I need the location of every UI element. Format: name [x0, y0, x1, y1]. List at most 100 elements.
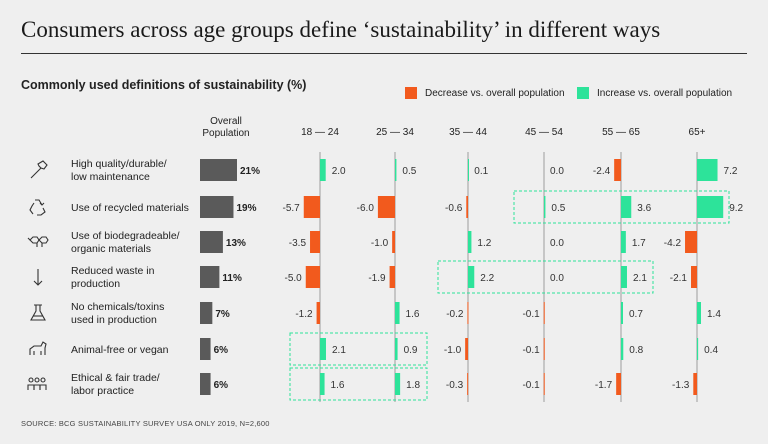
- deviation-value-label: 1.6: [331, 380, 345, 391]
- category-label: labor practice: [71, 385, 134, 397]
- deviation-bar: [468, 231, 472, 253]
- category-label: Animal-free or vegan: [71, 344, 169, 356]
- deviation-value-label: 0.0: [550, 166, 564, 177]
- deviation-bar: [616, 373, 621, 395]
- deviation-value-label: 1.8: [406, 380, 420, 391]
- deviation-value-label: -1.0: [444, 345, 462, 356]
- deviation-value-label: -6.0: [357, 203, 375, 214]
- deviation-value-label: 0.8: [629, 345, 643, 356]
- deviation-bar: [468, 266, 475, 288]
- chart-subtitle: Commonly used definitions of sustainabil…: [21, 78, 307, 92]
- age-group-header: 18 — 24: [301, 127, 339, 138]
- legend-increase-label: Increase vs. overall population: [597, 87, 733, 99]
- category-label: organic materials: [71, 243, 151, 255]
- flask-icon: [30, 304, 46, 321]
- deviation-value-label: 0.0: [550, 273, 564, 284]
- category-label: Reduced waste in: [71, 265, 155, 277]
- category-label: Use of recycled materials: [71, 202, 189, 214]
- deviation-bar: [395, 302, 400, 324]
- deviation-bar: [621, 231, 626, 253]
- deviation-value-label: 0.5: [551, 203, 565, 214]
- overall-value-label: 6%: [214, 380, 229, 391]
- deviation-bar: [320, 373, 325, 395]
- arrow-down-icon: [33, 269, 43, 286]
- deviation-bar: [377, 196, 395, 218]
- deviation-bar: [389, 266, 395, 288]
- deviation-bar: [697, 302, 701, 324]
- deviation-bar: [467, 373, 469, 395]
- deviation-value-label: 2.0: [332, 166, 346, 177]
- deviation-bar: [543, 373, 545, 395]
- overall-bar: [200, 159, 237, 181]
- deviation-value-label: -0.3: [446, 380, 464, 391]
- deviation-value-label: 1.4: [707, 309, 721, 320]
- deviation-bar: [316, 302, 320, 324]
- overall-header: Population: [202, 128, 249, 139]
- overall-bar: [200, 338, 211, 360]
- deviation-bar: [621, 302, 623, 324]
- overall-value-label: 11%: [222, 273, 242, 284]
- category-label: Ethical & fair trade/: [71, 372, 160, 384]
- deviation-value-label: -2.4: [593, 166, 611, 177]
- deviation-bar: [685, 231, 697, 253]
- deviation-bar: [621, 266, 627, 288]
- deviation-value-label: -1.7: [595, 380, 613, 391]
- deviation-value-label: 9.2: [729, 203, 743, 214]
- highlight-box: [289, 332, 428, 366]
- deviation-bar: [467, 302, 469, 324]
- category-label: No chemicals/toxins: [71, 301, 164, 313]
- category-label: low maintenance: [71, 171, 150, 183]
- deviation-value-label: 2.1: [332, 345, 346, 356]
- page-title: Consumers across age groups define ‘sust…: [21, 17, 661, 42]
- deviation-bar: [320, 159, 326, 181]
- deviation-bar: [697, 338, 699, 360]
- overall-header: Overall: [210, 116, 242, 127]
- highlight-box: [437, 260, 654, 294]
- deviation-bar: [395, 159, 397, 181]
- age-group-header: 35 — 44: [449, 127, 487, 138]
- recycle-icon: [29, 199, 46, 216]
- deviation-bar: [392, 231, 395, 253]
- deviation-bar: [320, 338, 326, 360]
- deviation-bar: [305, 266, 320, 288]
- category-label: production: [71, 278, 120, 290]
- legend-decrease-swatch: [405, 87, 417, 99]
- category-label: used in production: [71, 314, 157, 326]
- deviation-value-label: -1.0: [371, 238, 389, 249]
- overall-bar: [200, 373, 211, 395]
- hammer-icon: [30, 160, 48, 179]
- deviation-value-label: 3.6: [637, 203, 651, 214]
- deviation-value-label: -0.1: [522, 309, 540, 320]
- deviation-bar: [468, 159, 469, 181]
- deviation-bar: [543, 338, 545, 360]
- deviation-value-label: -1.9: [368, 273, 386, 284]
- overall-value-label: 19%: [236, 203, 256, 214]
- deviation-value-label: 0.4: [704, 345, 718, 356]
- deviation-bar: [465, 338, 468, 360]
- deviation-value-label: 1.2: [477, 238, 491, 249]
- deviation-bar: [395, 338, 398, 360]
- deviation-value-label: 0.0: [550, 238, 564, 249]
- deviation-bar: [697, 159, 718, 181]
- deviation-value-label: 2.1: [633, 273, 647, 284]
- deviation-bar: [303, 196, 320, 218]
- deviation-value-label: 0.7: [629, 309, 643, 320]
- age-group-header: 25 — 34: [376, 127, 414, 138]
- deviation-value-label: -1.2: [295, 309, 313, 320]
- deviation-value-label: -5.7: [283, 203, 301, 214]
- age-group-header: 45 — 54: [525, 127, 563, 138]
- overall-value-label: 6%: [214, 345, 229, 356]
- age-group-header: 65+: [689, 127, 706, 138]
- deviation-bar: [466, 196, 468, 218]
- highlight-box: [513, 190, 730, 224]
- deviation-value-label: 1.7: [632, 238, 646, 249]
- deviation-value-label: 7.2: [724, 166, 738, 177]
- deviation-value-label: -0.1: [522, 380, 540, 391]
- age-group-header: 55 — 65: [602, 127, 640, 138]
- molecule-icon: [27, 236, 49, 247]
- deviation-bar: [621, 338, 624, 360]
- overall-value-label: 13%: [226, 238, 246, 249]
- deviation-value-label: 1.6: [406, 309, 420, 320]
- animal-icon: [29, 341, 47, 355]
